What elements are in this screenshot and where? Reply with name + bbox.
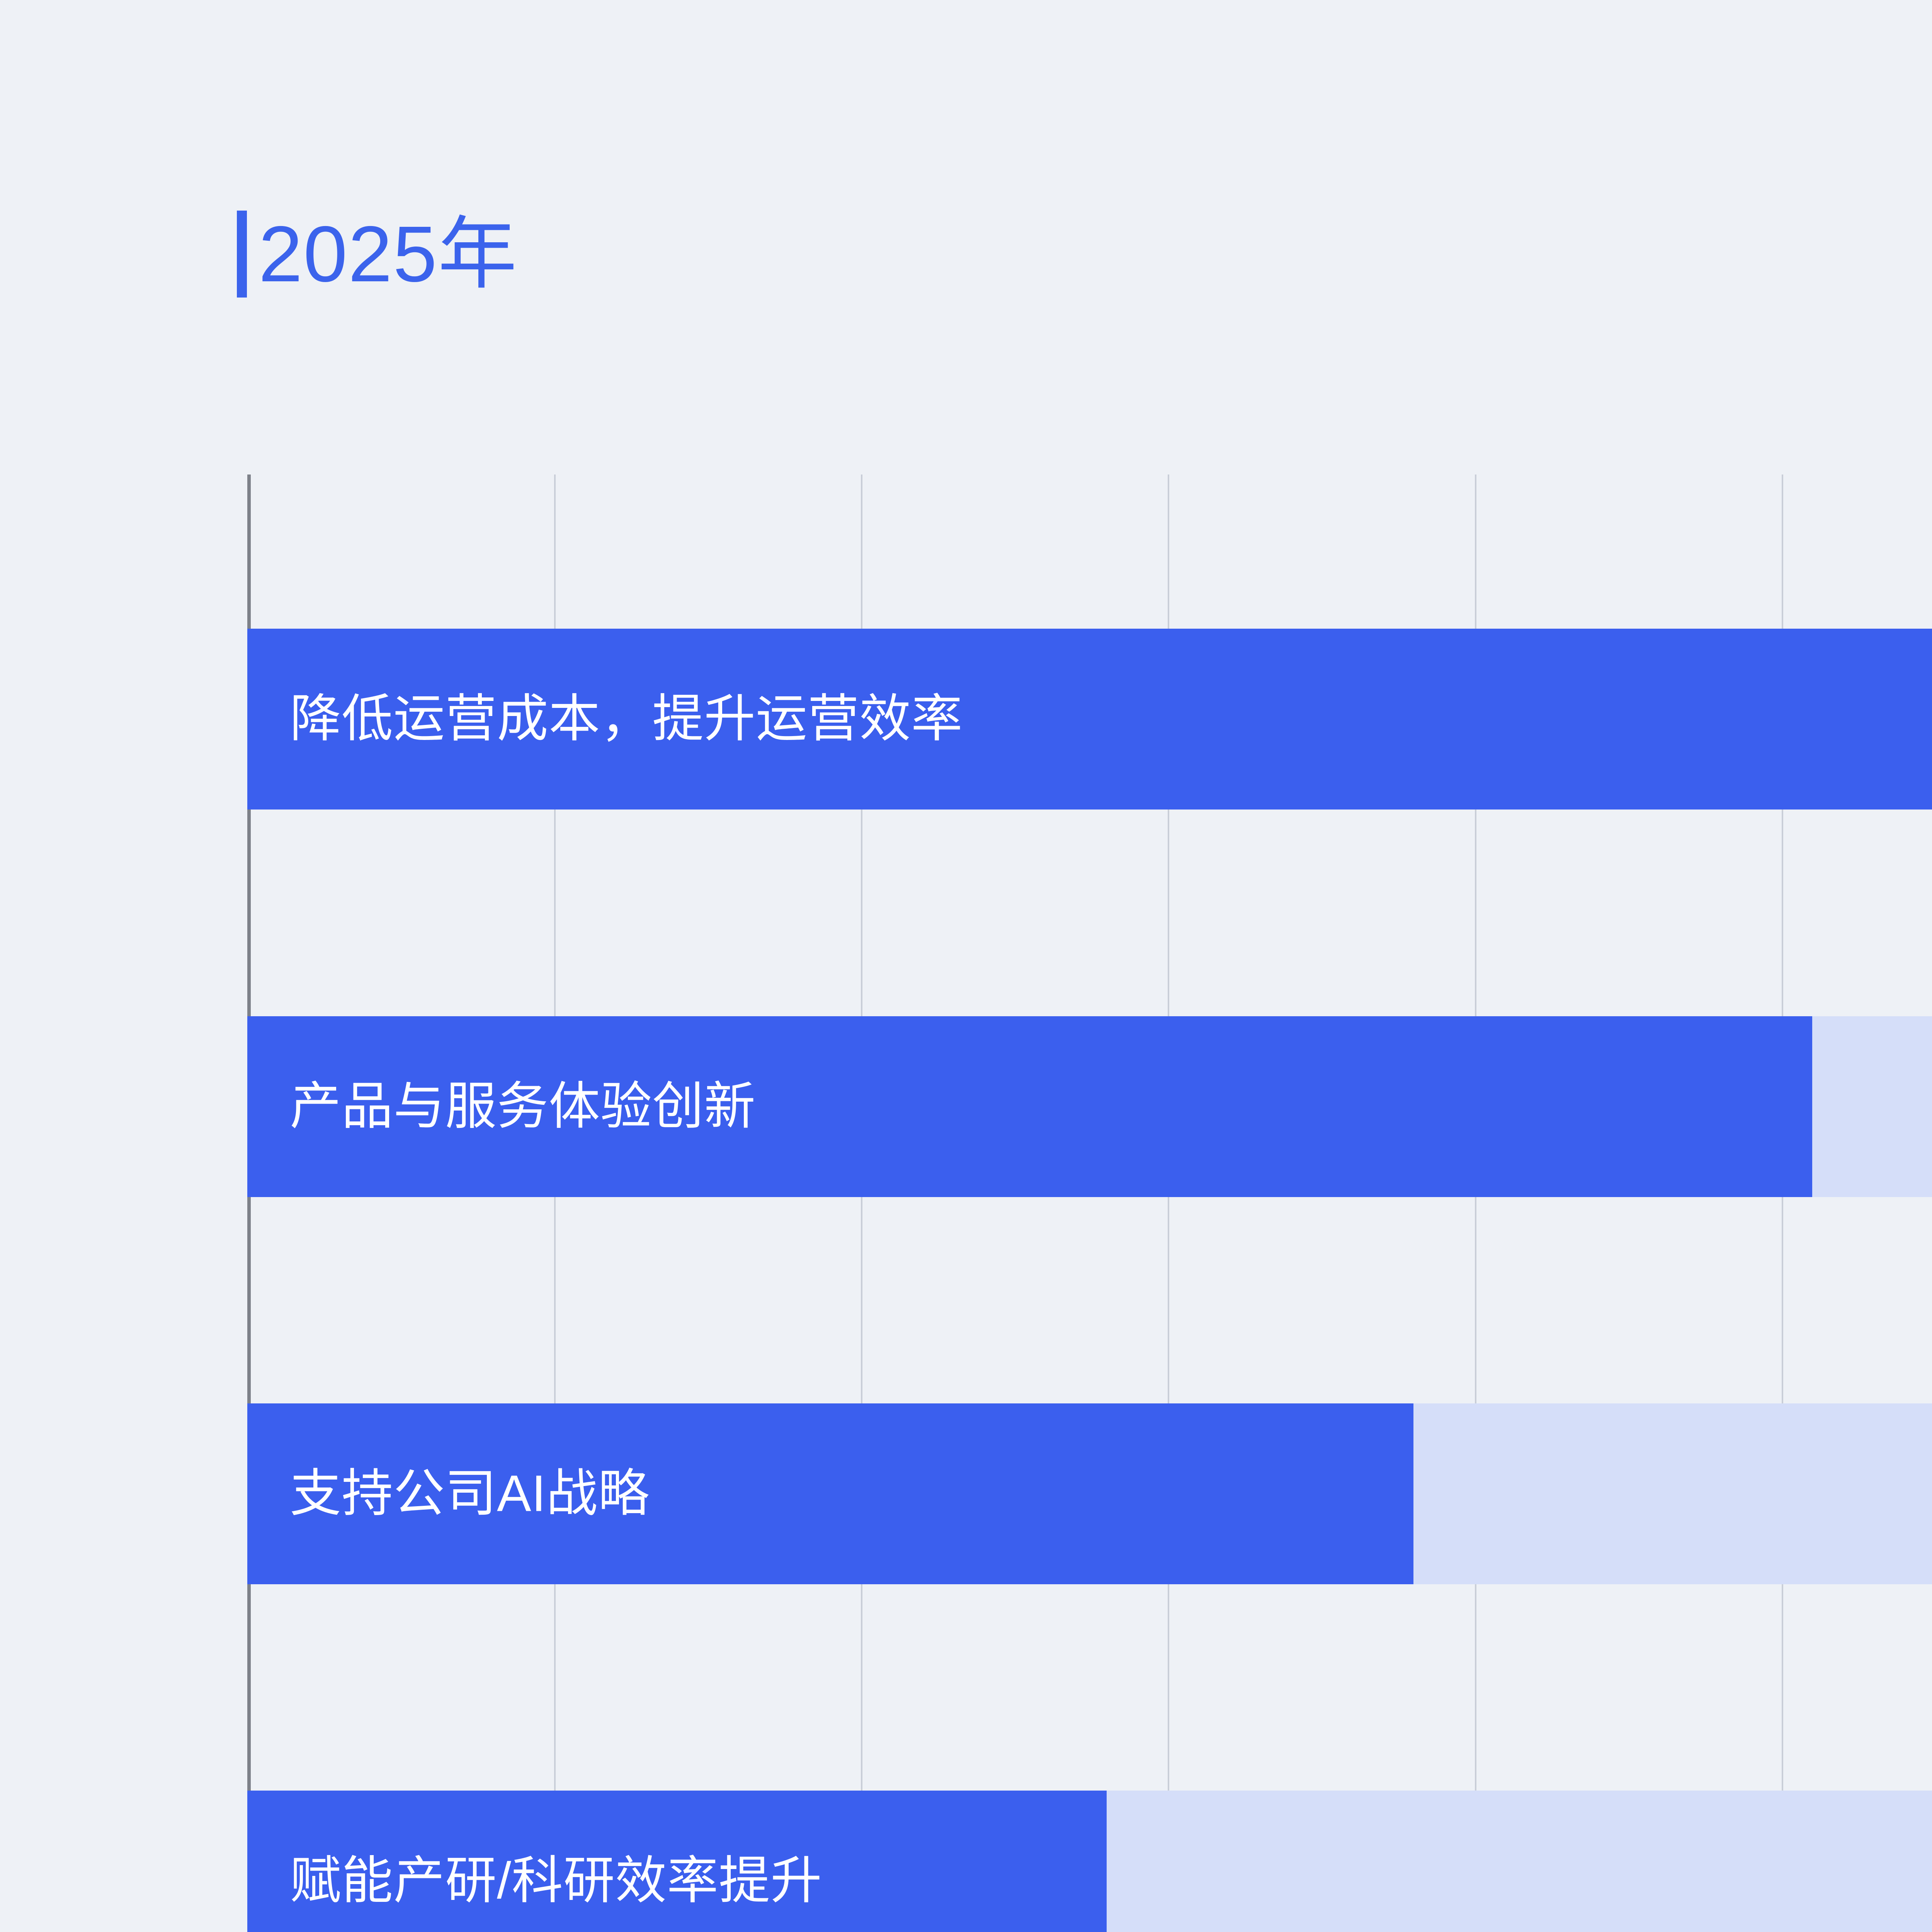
gridline-20	[861, 474, 863, 1932]
gridline-0	[247, 474, 251, 1932]
bar-fill[interactable]	[247, 1403, 1413, 1584]
gridline-40	[1475, 474, 1476, 1932]
bar-fill[interactable]	[247, 1791, 1107, 1932]
bar-fill[interactable]	[247, 629, 1932, 810]
gridline-10	[554, 474, 556, 1932]
bar-category-label: 降低运营成本，提升运营效率	[290, 690, 963, 748]
bar-row: 降低运营成本，提升运营效率75%	[247, 629, 1932, 810]
page-title: 2025年	[259, 210, 518, 298]
chart-gridlines	[247, 474, 1932, 1932]
bar-fill[interactable]	[247, 1016, 1813, 1197]
chart-title-block: 2025年	[237, 211, 518, 298]
bar-row: 赋能产研/科研效率提升28%	[247, 1791, 1932, 1932]
bar-row: 支持公司AI战略38%	[247, 1403, 1932, 1584]
bar-chart: 降低运营成本，提升运营效率75% 产品与服务体验创新51% 支持公司AI战略38% 赋…	[247, 474, 1932, 1932]
chart-bar-rows: 降低运营成本，提升运营效率75% 产品与服务体验创新51% 支持公司AI战略38% 赋…	[247, 474, 1932, 1932]
gridline-30	[1168, 474, 1170, 1932]
gridline-50	[1781, 474, 1783, 1932]
bar-category-label: 产品与服务体验创新	[290, 1078, 756, 1135]
bar-category-label: 赋能产研/科研效率提升	[290, 1852, 822, 1910]
bar-category-label: 支持公司AI战略	[290, 1465, 650, 1522]
title-accent-bar-icon	[237, 211, 247, 298]
bar-row: 产品与服务体验创新51%	[247, 1016, 1932, 1197]
